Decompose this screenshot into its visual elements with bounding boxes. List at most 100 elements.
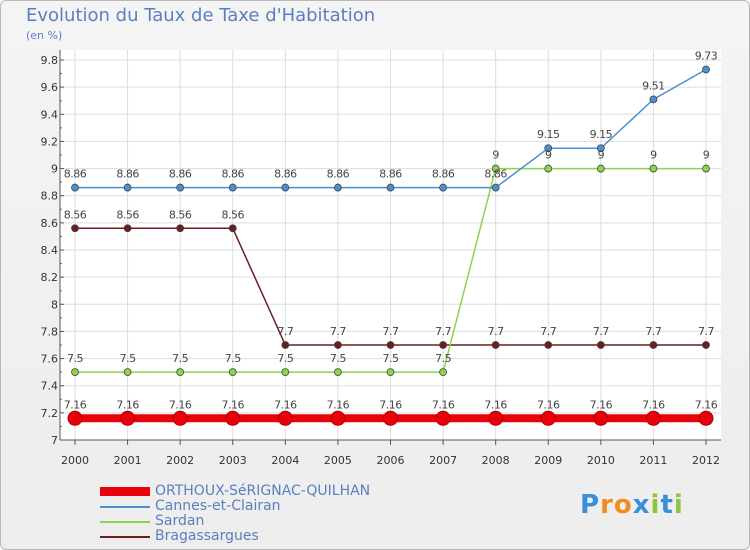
data-label: 8.86 [432,168,455,181]
y-tick-label: 8.2 [41,271,59,284]
x-tick-label: 2002 [166,454,194,467]
logo-letter: i [673,490,684,520]
data-label: 7.16 [432,398,455,411]
data-point [386,368,395,377]
data-point [649,95,658,104]
data-label: 9.15 [590,128,613,141]
data-label: 7.16 [695,398,718,411]
x-tick-label: 2010 [587,454,615,467]
data-label: 9.15 [537,128,560,141]
logo-letter: r [600,490,614,520]
data-label: 7.7 [540,325,556,338]
data-point [702,341,710,349]
legend-label-cannes: Cannes-et-Clairan [155,498,281,514]
data-label: 8.56 [169,208,192,221]
y-tick-label: 9.8 [41,54,59,67]
data-label: 7.16 [116,398,139,411]
x-tick-label: 2012 [692,454,720,467]
data-point [540,410,556,426]
data-label: 7.7 [383,325,399,338]
y-tick-label: 7 [51,434,58,447]
data-point [67,410,83,426]
data-label: 7.5 [435,352,451,365]
y-axis-unit-label: (en %) [26,29,63,42]
data-label: 8.86 [484,168,507,181]
data-label: 7.5 [277,352,293,365]
data-label: 7.16 [642,398,665,411]
data-label: 8.86 [116,168,139,181]
legend-swatch-bragassargues [100,536,150,538]
data-point [123,368,132,377]
data-label: 7.16 [64,398,87,411]
data-point [71,183,79,192]
legend-swatch-sardan [100,521,150,523]
y-tick-label: 8.6 [41,217,59,230]
data-point [488,410,504,426]
data-point [228,183,237,192]
data-label: 8.86 [327,168,350,181]
data-point [593,410,609,426]
data-label: 7.16 [169,398,192,411]
data-point [649,164,658,173]
legend-item-orthoux: ORTHOUX-SéRIGNAC-QUILHAN [100,484,370,499]
data-label: 7.16 [537,398,560,411]
data-label: 7.16 [274,398,297,411]
data-point [491,341,500,349]
data-point [596,144,605,153]
data-point [71,224,79,233]
y-tick-label: 8 [51,298,58,311]
data-point [386,341,395,349]
y-tick-label: 7.4 [41,380,59,393]
data-label: 8.56 [116,208,139,221]
y-tick-label: 7.8 [41,325,59,338]
data-label: 7.7 [488,325,504,338]
data-label: 8.86 [64,168,87,181]
data-label: 9 [545,149,552,162]
data-point [228,224,237,233]
axes: 7 7.2 7.4 7.6 7.8 8 8.2 8.4 8.6 8.8 9 9.2 9.4 9.6 9.8 2… [41,50,721,467]
data-point [435,410,451,426]
x-tick-label: 2007 [429,454,457,467]
data-label: 7.7 [593,325,609,338]
x-tick-label: 2011 [639,454,667,467]
data-point [176,183,185,192]
y-tick-label: 8.8 [41,190,59,203]
x-tick-label: 2005 [324,454,352,467]
data-label: 7.5 [172,352,188,365]
data-label: 7.16 [484,398,507,411]
x-tick-label: 2003 [219,454,247,467]
data-label: 7.5 [383,352,399,365]
data-point [281,368,290,377]
chart-title: Evolution du Taux de Taxe d'Habitation [26,5,376,26]
logo-letter: i [650,490,661,520]
x-tick-label: 2001 [114,454,142,467]
grid-lines [60,50,721,441]
data-point [120,410,136,426]
proxiti-logo: Proxiti [580,490,684,520]
data-label: 9.51 [642,79,665,92]
data-point [439,341,447,349]
x-tick-label: 2008 [482,454,510,467]
data-point [172,410,188,426]
data-label: 7.16 [222,398,245,411]
data-point [645,410,661,426]
data-label: 8.86 [274,168,297,181]
data-point [439,183,447,192]
data-label: 9 [703,149,710,162]
data-label: 8.86 [169,168,192,181]
data-point [491,164,500,173]
x-tick-label: 2009 [534,454,562,467]
data-point [698,410,714,426]
data-label: 9 [650,149,657,162]
data-point [649,341,658,349]
data-label: 9.73 [695,50,718,63]
legend-swatch-cannes [100,506,150,508]
data-label: 7.7 [698,325,714,338]
y-tick-label: 7.6 [41,353,59,366]
data-point [544,341,553,349]
data-point [439,368,447,377]
legend-swatch-orthoux [100,487,150,496]
data-label: 7.5 [120,352,136,365]
legend-label-sardan: Sardan [155,513,205,529]
legend-item-cannes: Cannes-et-Clairan [100,499,370,514]
